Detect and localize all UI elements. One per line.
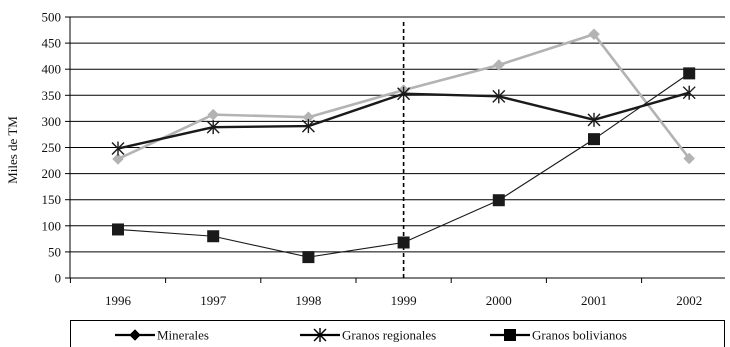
legend-label-minerales: Minerales xyxy=(157,328,209,343)
x-tick-label-1996: 1996 xyxy=(105,293,132,308)
y-tick-label-500: 500 xyxy=(42,10,62,25)
y-tick-label-150: 150 xyxy=(42,192,62,207)
x-tick-label-1999: 1999 xyxy=(391,293,417,308)
data-point-granos-bolivianos-2000 xyxy=(492,194,505,207)
series-lines xyxy=(111,28,696,264)
y-tick-label-350: 350 xyxy=(42,88,62,103)
y-tick-label-200: 200 xyxy=(42,166,62,181)
data-point-granos-regionales-1996 xyxy=(111,141,125,156)
x-tick-label-2000: 2000 xyxy=(486,293,512,308)
y-tick-label-100: 100 xyxy=(42,218,62,233)
legend-swatch-marker-granos-regionales xyxy=(313,328,327,342)
data-point-granos-bolivianos-1996 xyxy=(112,223,124,236)
data-point-granos-bolivianos-1999 xyxy=(397,236,410,249)
legend: Minerales Granos regionales Granos bolivia… xyxy=(70,320,725,347)
data-point-minerales-2000 xyxy=(492,59,505,71)
data-point-granos-bolivianos-1998 xyxy=(302,251,315,264)
data-point-granos-bolivianos-1997 xyxy=(207,230,220,243)
x-tick-label-1997: 1997 xyxy=(200,293,227,308)
data-point-minerales-1997 xyxy=(207,108,220,121)
data-point-granos-bolivianos-2001 xyxy=(588,133,600,146)
data-point-granos-bolivianos-2002 xyxy=(683,67,696,80)
y-tick-label-0: 0 xyxy=(55,271,62,286)
data-point-minerales-2002 xyxy=(683,152,696,165)
data-point-granos-regionales-1997 xyxy=(206,120,220,135)
data-point-minerales-1996 xyxy=(112,153,124,165)
data-point-granos-regionales-2001 xyxy=(587,112,601,127)
legend-label-granos-bolivianos: Granos bolivianos xyxy=(532,328,627,343)
data-point-granos-regionales-1999 xyxy=(397,86,411,101)
y-tick-label-300: 300 xyxy=(42,114,62,129)
y-tick-label-450: 450 xyxy=(42,36,62,51)
gridlines xyxy=(70,16,725,253)
x-tick-label-1998: 1998 xyxy=(295,293,321,308)
legend-swatch-marker-minerales xyxy=(129,329,141,341)
y-tick-label-250: 250 xyxy=(42,140,62,155)
y-axis-title: Miles de TM xyxy=(5,116,20,184)
data-point-minerales-2001 xyxy=(588,28,600,41)
data-point-granos-regionales-2002 xyxy=(682,85,696,100)
y-tick-label-50: 50 xyxy=(48,244,61,259)
x-tick-label-2001: 2001 xyxy=(581,293,607,308)
x-tick-label-2002: 2002 xyxy=(676,293,702,308)
data-point-granos-regionales-2000 xyxy=(492,89,506,104)
y-tick-label-400: 400 xyxy=(42,62,62,77)
legend-label-granos-regionales: Granos regionales xyxy=(342,328,436,343)
data-point-granos-regionales-1998 xyxy=(301,119,315,134)
tick-labels: 0 50 100 150 200 250 300 350 400 450 500 1996 1997 19… xyxy=(42,10,703,309)
legend-swatch-marker-granos-bolivianos xyxy=(504,329,516,341)
legend-box xyxy=(70,320,725,347)
axes xyxy=(65,16,725,283)
